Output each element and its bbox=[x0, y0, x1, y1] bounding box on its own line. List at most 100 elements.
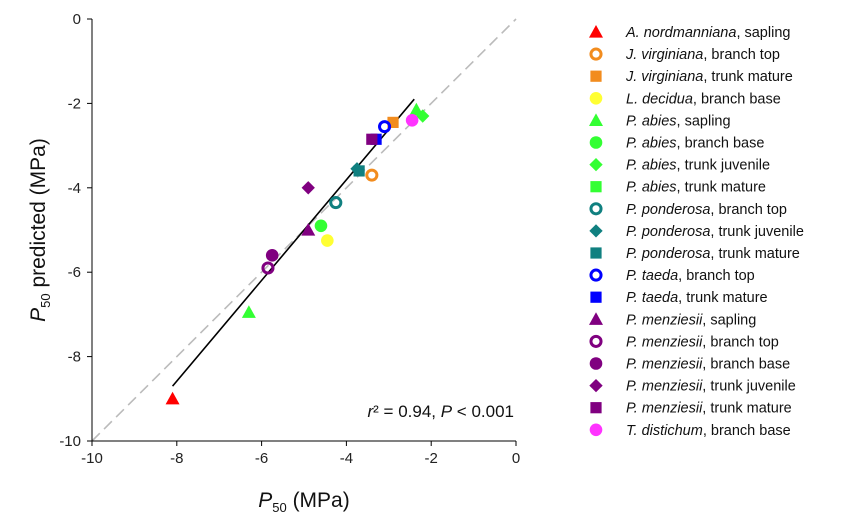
legend-marker bbox=[590, 402, 602, 414]
legend-item: P. menziesii, branch top bbox=[589, 334, 779, 350]
legend-organ: , trunk mature bbox=[678, 290, 767, 306]
legend-species: P. taeda bbox=[626, 290, 678, 306]
legend-label: P. ponderosa, trunk mature bbox=[626, 246, 800, 262]
x-tick-label: -8 bbox=[170, 450, 183, 467]
legend-item: P. abies, sapling bbox=[589, 113, 731, 129]
legend-label: P. abies, trunk juvenile bbox=[626, 158, 770, 174]
data-point bbox=[329, 196, 343, 210]
legend-marker bbox=[589, 423, 603, 437]
legend-marker bbox=[589, 47, 603, 61]
legend-item: P. menziesii, sapling bbox=[589, 312, 756, 328]
legend-organ: , branch top bbox=[678, 268, 755, 284]
legend-species: P. menziesii bbox=[626, 401, 703, 417]
legend-marker bbox=[589, 202, 603, 216]
legend-item: A. nordmanniana, sapling bbox=[589, 25, 790, 41]
legend-item: P. menziesii, branch base bbox=[589, 357, 790, 373]
legend-marker bbox=[589, 378, 603, 393]
legend-species: P. menziesii bbox=[626, 379, 703, 395]
legend-item: P. menziesii, trunk juvenile bbox=[589, 378, 796, 395]
legend-label: A. nordmanniana, sapling bbox=[625, 25, 790, 41]
legend-organ: , trunk juvenile bbox=[710, 224, 804, 240]
legend-label: P. ponderosa, trunk juvenile bbox=[626, 224, 804, 240]
legend-item: P. abies, trunk mature bbox=[590, 180, 766, 196]
legend-species: P. menziesii bbox=[626, 357, 703, 373]
y-tick-label: -10 bbox=[59, 433, 81, 450]
data-point bbox=[165, 391, 180, 405]
legend-organ: , branch top bbox=[702, 334, 779, 350]
legend-item: P. menziesii, trunk mature bbox=[590, 401, 792, 417]
legend-species: P. ponderosa bbox=[626, 224, 710, 240]
data-point bbox=[321, 234, 334, 247]
legend-species: P. abies bbox=[626, 158, 677, 174]
legend-organ: , sapling bbox=[677, 113, 731, 129]
legend-marker bbox=[589, 224, 603, 238]
legend-marker bbox=[589, 312, 603, 325]
legend-label: T. distichum, branch base bbox=[626, 423, 791, 439]
y-tick-label: 0 bbox=[73, 11, 81, 28]
legend-species: L. decidua bbox=[626, 91, 693, 107]
legend-label: P. menziesii, trunk mature bbox=[626, 401, 792, 417]
legend-item: J. virginiana, trunk mature bbox=[590, 69, 793, 85]
legend-marker bbox=[590, 181, 602, 193]
legend-marker bbox=[589, 268, 603, 282]
legend-label: P. taeda, trunk mature bbox=[626, 290, 768, 306]
y-tick-label: -2 bbox=[68, 95, 81, 112]
legend-organ: , sapling bbox=[736, 25, 790, 41]
legend-species: P. menziesii bbox=[626, 312, 703, 328]
data-point bbox=[301, 223, 316, 236]
legend-organ: , branch base bbox=[702, 357, 790, 373]
y-tick-label: -6 bbox=[68, 264, 81, 281]
legend-species: A. nordmanniana bbox=[625, 25, 736, 41]
legend-item: P. ponderosa, trunk mature bbox=[590, 246, 800, 262]
legend-marker bbox=[589, 334, 603, 348]
legend-species: J. virginiana bbox=[625, 69, 703, 85]
data-point bbox=[378, 120, 392, 134]
data-point bbox=[387, 116, 399, 128]
legend-label: J. virginiana, branch top bbox=[625, 47, 780, 63]
legend-item: P. abies, trunk juvenile bbox=[589, 158, 770, 174]
data-point bbox=[314, 219, 328, 233]
legend-species: T. distichum bbox=[626, 423, 703, 439]
legend-label: P. menziesii, sapling bbox=[626, 312, 756, 328]
legend-label: P. abies, trunk mature bbox=[626, 180, 766, 196]
legend-marker bbox=[589, 113, 603, 126]
y-axis-title: P50 predicted (MPa) bbox=[27, 138, 53, 322]
legend-item: P. taeda, trunk mature bbox=[590, 290, 768, 306]
legend-species: P. abies bbox=[626, 136, 677, 152]
legend-organ: , branch top bbox=[710, 202, 787, 218]
legend-label: P. menziesii, branch base bbox=[626, 357, 790, 373]
legend-label: P. ponderosa, branch top bbox=[626, 202, 787, 218]
data-point bbox=[365, 168, 379, 182]
x-tick-label: -10 bbox=[81, 450, 103, 467]
legend-marker bbox=[589, 136, 603, 149]
legend-label: P. menziesii, trunk juvenile bbox=[626, 379, 796, 395]
legend-organ: , trunk juvenile bbox=[702, 379, 796, 395]
legend-organ: , branch base bbox=[703, 423, 791, 439]
x-tick-label: -2 bbox=[425, 450, 438, 467]
data-point bbox=[353, 165, 365, 177]
legend-item: P. abies, branch base bbox=[589, 136, 765, 152]
legend-marker bbox=[589, 92, 603, 105]
data-point bbox=[265, 249, 279, 262]
data-point bbox=[405, 113, 419, 127]
legend-marker bbox=[590, 291, 602, 303]
legend-organ: , branch base bbox=[677, 136, 765, 152]
y-tick-label: -4 bbox=[68, 180, 81, 197]
legend-species: P. abies bbox=[626, 180, 677, 196]
legend-species: P. ponderosa bbox=[626, 246, 710, 262]
legend-organ: , trunk mature bbox=[703, 69, 792, 85]
regression-line bbox=[171, 98, 415, 387]
x-tick-label: 0 bbox=[512, 450, 520, 467]
legend-organ: , trunk mature bbox=[677, 180, 766, 196]
statistics-annotation: r² = 0.94, P < 0.001 bbox=[367, 402, 514, 421]
legend-label: P. abies, sapling bbox=[626, 113, 731, 129]
legend-organ: , trunk mature bbox=[702, 401, 791, 417]
legend-label: L. decidua, branch base bbox=[626, 91, 781, 107]
legend-marker bbox=[589, 357, 603, 370]
legend-item: L. decidua, branch base bbox=[589, 91, 781, 107]
legend-species: P. menziesii bbox=[626, 334, 703, 350]
legend-species: P. abies bbox=[626, 113, 677, 129]
legend-item: P. taeda, branch top bbox=[589, 268, 755, 284]
legend-species: P. ponderosa bbox=[626, 202, 710, 218]
